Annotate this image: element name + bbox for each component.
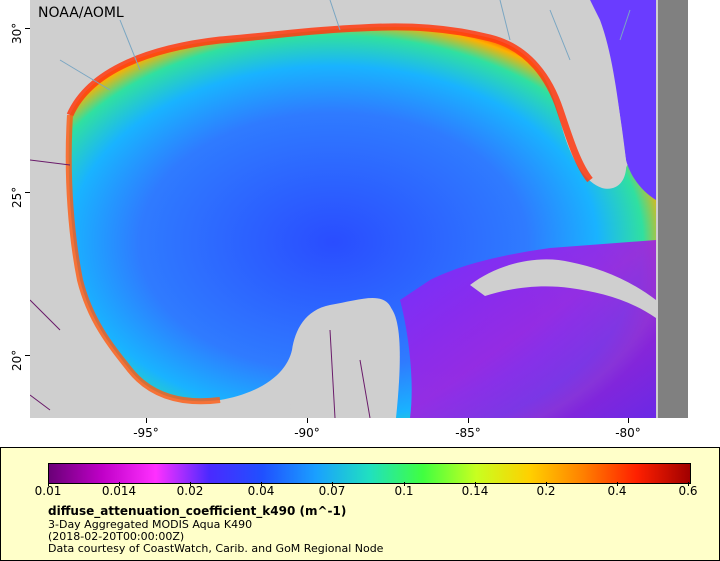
lon-tick-mark-90 [307, 418, 308, 423]
lon-label-85: -85° [455, 426, 481, 440]
cb-tick-label: 0.07 [318, 484, 346, 498]
cb-tick-mark-6 [475, 482, 476, 486]
cuba-land [470, 259, 656, 318]
lon-tick-mark-85 [468, 418, 469, 423]
lon-label-95: -95° [133, 426, 159, 440]
florida-land [500, 0, 627, 189]
lon-label-90: -90° [294, 426, 320, 440]
legend-credit-line: Data courtesy of CoastWatch, Carib. and … [48, 542, 384, 555]
cb-tick-label: 0.04 [247, 484, 275, 498]
cb-tick-mark-2 [190, 482, 191, 486]
legend-time-line: (2018-02-20T00:00:00Z) [48, 530, 185, 543]
legend-dataset-line: 3-Day Aggregated MODIS Aqua K490 [48, 518, 253, 531]
cb-tick-label: 0.1 [394, 484, 414, 498]
lat-tick-mark-20 [25, 355, 30, 356]
map-credit: NOAA/AOML [38, 5, 124, 21]
atlantic-water [590, 0, 656, 200]
country-borders [30, 159, 371, 418]
lon-tick-mark-80 [628, 418, 629, 423]
legend-variable-title: diffuse_attenuation_coefficient_k490 (m^… [48, 504, 347, 518]
cb-tick-label: 0.014 [101, 484, 137, 498]
lon-tick-mark-95 [146, 418, 147, 423]
legend-panel: 0.01 0.014 0.02 0.04 0.07 0.1 0.14 0.2 0… [0, 447, 720, 561]
cb-tick-mark-7 [546, 482, 547, 486]
lat-tick-mark-30 [25, 28, 30, 29]
cb-tick-mark-5 [404, 482, 405, 486]
cb-tick-label: 0.4 [607, 484, 627, 498]
lat-label-30: 30° [10, 22, 24, 44]
lon-label-80: -80° [615, 426, 641, 440]
cb-tick-mark-1 [119, 482, 120, 486]
cb-tick-label: 0.14 [461, 484, 489, 498]
cb-tick-mark-3 [261, 482, 262, 486]
cb-tick-mark-8 [617, 482, 618, 486]
cb-tick-label: 0.6 [678, 484, 698, 498]
cb-tick-mark-4 [332, 482, 333, 486]
coastal-turbid-band [66, 23, 593, 183]
k490-map [30, 0, 688, 418]
cb-tick-label: 0.02 [176, 484, 204, 498]
lat-tick-mark-25 [25, 192, 30, 193]
colorbar [48, 463, 691, 484]
yucatan-land [290, 301, 400, 418]
no-data-stripe [658, 0, 688, 418]
cb-tick-label: 0.01 [34, 484, 62, 498]
lat-label-20: 20° [10, 349, 24, 371]
lat-label-25: 25° [10, 186, 24, 208]
river-lines [59, 0, 631, 91]
cb-tick-label: 0.2 [536, 484, 556, 498]
map-area: NOAA/AOML [30, 0, 688, 418]
cb-tick-mark-0 [48, 482, 49, 486]
coastal-turbid-band-west [65, 114, 221, 405]
cb-tick-mark-9 [688, 482, 689, 486]
